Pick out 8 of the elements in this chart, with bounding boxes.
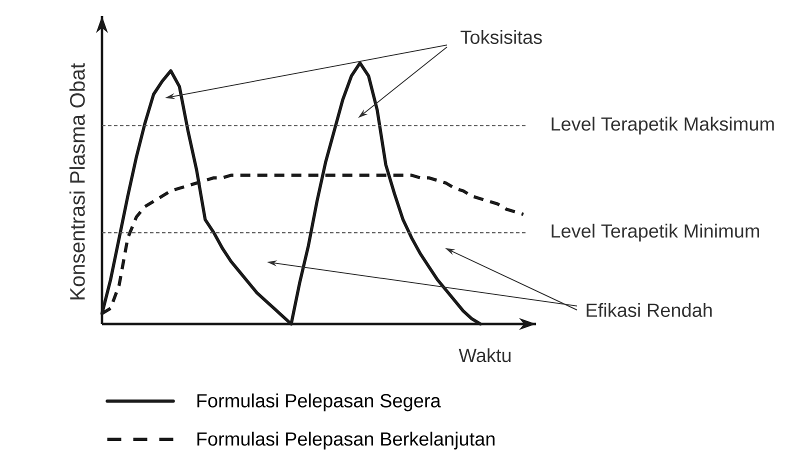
ref-line-label: Level Terapetik Minimum [552,224,760,242]
text: Toksisitas [460,30,542,44]
legend-label: Formulasi Pelepasan Segera [197,394,441,412]
x-axis-title: Waktu [458,348,511,362]
legend-label: Formulasi Pelepasan Berkelanjutan [197,432,495,450]
ref-line-label: Level Terapetik Maksimum [552,116,774,134]
text: Efikasi Rendah [586,303,712,317]
y-axis-title: Konsentrasi Plasma Obat [69,63,85,300]
